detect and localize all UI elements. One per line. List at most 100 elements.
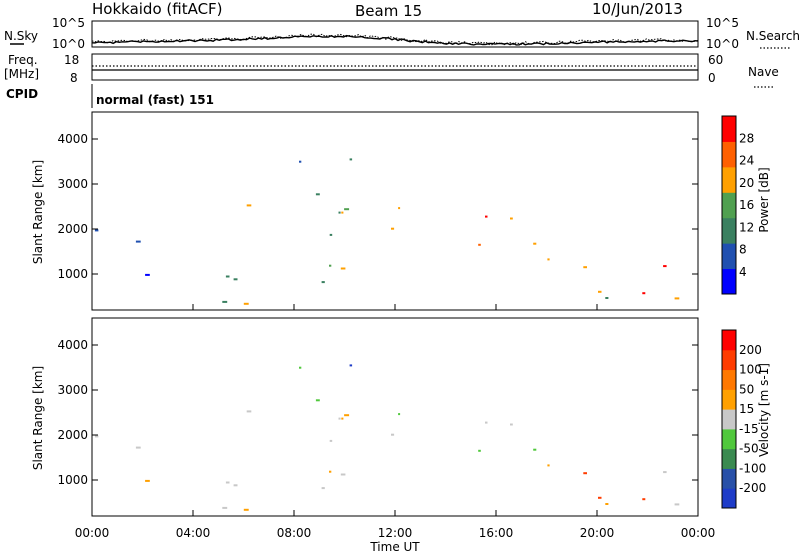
colorbar-tick-label: -15 [739, 422, 759, 436]
velocity-cell [349, 364, 353, 367]
velocity-cell [329, 439, 333, 442]
velocity-cell [222, 506, 228, 509]
colorbar-swatch [722, 330, 736, 351]
power-colorbar-label: Power [dB] [757, 167, 771, 232]
velocity-colorbar: -200 -100 -50 -15 15 50 100 200 [721, 329, 766, 509]
freq-tick-top: 18 [64, 53, 79, 67]
power-cell [341, 211, 344, 214]
nave-label: Nave [748, 65, 779, 79]
power-cell [329, 264, 332, 267]
velocity-cell [485, 421, 488, 424]
power-cell [299, 160, 302, 163]
nsearch-label: N.Search [746, 29, 800, 43]
colorbar-swatch [722, 448, 736, 469]
velocity-cell [391, 433, 395, 436]
y-tick-label: 4000 [57, 338, 88, 352]
freq-tick-bottom: 8 [70, 71, 78, 85]
velocity-cell [663, 471, 667, 474]
nave-tick-top: 60 [708, 53, 723, 67]
power-cell [340, 267, 346, 270]
power-cell [485, 215, 488, 218]
power-cell [510, 217, 513, 220]
colorbar-tick-label: 200 [739, 343, 762, 357]
colorbar-frame [721, 115, 737, 295]
noise-right-tick-top: 10^5 [706, 16, 739, 30]
colorbar-swatch [722, 166, 736, 193]
velocity-cell [510, 423, 513, 426]
velocity-cell [145, 479, 150, 482]
time-axis: 00:00 04:00 08:00 12:00 16:00 20:00 00:00 [75, 304, 715, 540]
y-tick-label: 2000 [57, 222, 88, 236]
power-cell [243, 302, 249, 305]
power-y-axis: 1000 2000 3000 4000 [57, 132, 698, 281]
velocity-cell [135, 446, 141, 449]
power-cell [663, 265, 667, 268]
noise-panel-frame [91, 20, 699, 48]
velocity-cell [341, 417, 344, 420]
colorbar-tick-label: 8 [739, 243, 747, 257]
colorbar-swatch [722, 268, 736, 295]
velocity-cell [478, 449, 481, 452]
noise-left-tick-bottom: 10^0 [52, 37, 85, 51]
velocity-cell [321, 487, 325, 490]
date-title: 10/Jun/2013 [592, 0, 683, 18]
colorbar-swatch [722, 389, 736, 410]
velocity-cell [642, 498, 646, 501]
power-cell [329, 233, 333, 236]
station-title: Hokkaido (fitACF) [92, 0, 223, 18]
power-cell [135, 240, 141, 243]
nave-tick-bottom: 0 [708, 71, 716, 85]
power-panel-frame [91, 111, 699, 311]
colorbar-tick-label: 28 [739, 131, 754, 145]
power-cell [598, 290, 602, 293]
velocity-cell [674, 503, 680, 506]
x-tick-label: 20:00 [580, 526, 615, 540]
x-tick-label: 08:00 [277, 526, 312, 540]
power-ylabel: Slant Range [km] [31, 160, 45, 264]
colorbar-frame [721, 329, 737, 509]
freq-label: Freq. [8, 53, 38, 67]
colorbar-tick-label: 12 [739, 220, 754, 234]
x-tick-label: 00:00 [75, 526, 110, 540]
x-tick-label: 04:00 [176, 526, 211, 540]
y-tick-label: 2000 [57, 428, 88, 442]
power-cell [605, 297, 609, 299]
velocity-cell [605, 503, 609, 505]
nsky-label: N.Sky [4, 29, 38, 43]
power-cell [674, 297, 680, 300]
cpid-value: normal (fast) 151 [96, 93, 214, 107]
colorbar-tick-label: 15 [739, 402, 754, 416]
nsky-trace [91, 34, 699, 46]
velocity-cell [583, 472, 587, 475]
velocity-cell [233, 484, 238, 487]
power-heatmap [94, 158, 680, 305]
colorbar-swatch [722, 468, 736, 489]
velocity-cell [338, 417, 341, 420]
power-colorbar: 4 8 12 16 20 24 28 [721, 115, 754, 295]
colorbar-tick-label: 16 [739, 198, 754, 212]
power-cell [145, 273, 150, 276]
power-cell [94, 229, 99, 232]
power-cell [349, 158, 353, 161]
colorbar-tick-label: 100 [739, 363, 762, 377]
velocity-cell [344, 414, 350, 417]
power-cell [338, 211, 341, 214]
noise-traces [91, 33, 699, 46]
freq-unit-label: [MHz] [4, 67, 39, 81]
velocity-colorbar-label: Velocity [m s-1] [757, 363, 771, 457]
power-cell [222, 300, 228, 303]
cpid-label: CPID [6, 87, 38, 101]
velocity-cell [94, 435, 99, 438]
velocity-cell [225, 481, 230, 484]
freq-panel-frame [91, 53, 699, 81]
colorbar-tick-label: 4 [739, 265, 747, 279]
noise-right-tick-bottom: 10^0 [706, 37, 739, 51]
time-axis-label: Time UT [369, 540, 420, 554]
colorbar-swatch [722, 217, 736, 244]
power-cell [547, 258, 550, 261]
velocity-cell [315, 399, 320, 402]
power-cell [398, 207, 401, 210]
colorbar-swatch [722, 141, 736, 168]
velocity-cell [533, 448, 537, 451]
power-cell [225, 275, 230, 278]
